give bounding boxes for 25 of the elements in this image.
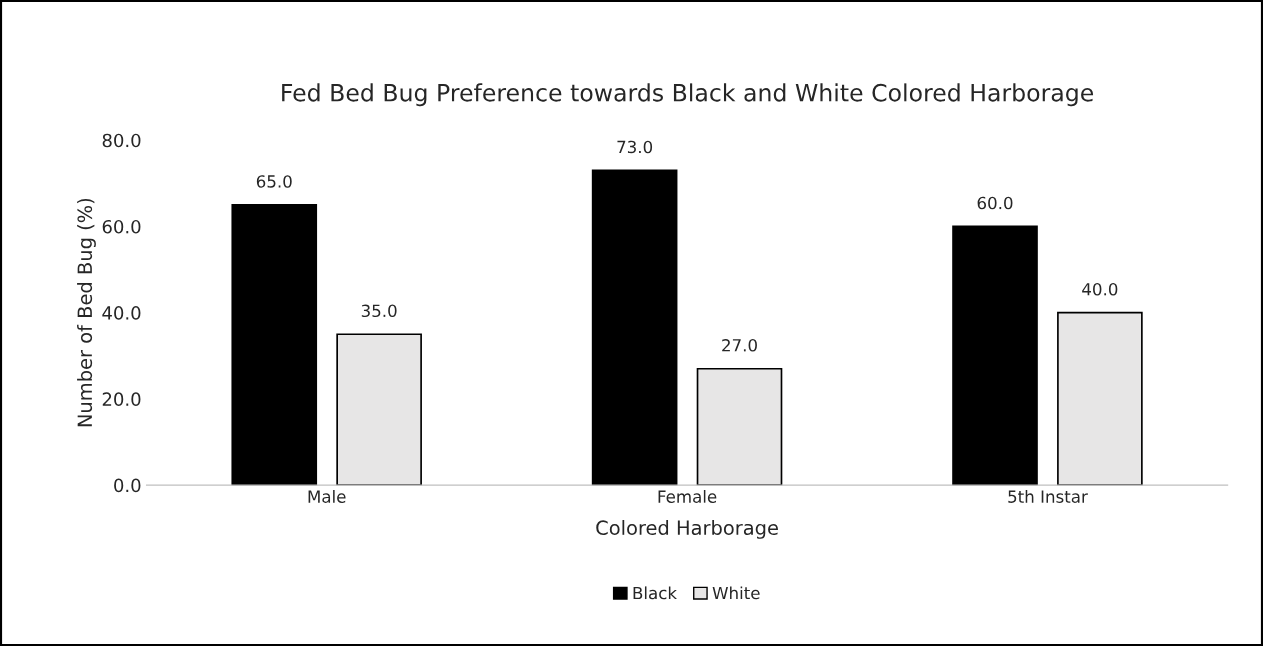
data-label: 73.0	[617, 140, 653, 154]
data-label: 60.0	[977, 196, 1013, 210]
data-label: 35.0	[361, 304, 397, 318]
data-label: 40.0	[1082, 282, 1118, 296]
y-tick-label: 60.0	[102, 219, 141, 234]
legend-label: Black	[633, 586, 678, 600]
x-tick-label: Male	[308, 490, 346, 503]
data-label: 65.0	[256, 175, 292, 188]
y-axis-title: Number of Bed Bug (%)	[77, 198, 96, 427]
bar	[952, 225, 1038, 486]
x-tick-label: 5th Instar	[1008, 490, 1088, 503]
y-tick-label: 40.0	[102, 306, 141, 320]
bar	[231, 204, 318, 486]
bar	[696, 367, 783, 486]
bar	[336, 333, 422, 486]
chart-title: Fed Bed Bug Preference towards Black and White Colored Harborage	[282, 83, 1094, 107]
bar	[591, 169, 678, 486]
y-tick-label: 0.0	[114, 478, 141, 493]
y-tick-label: 80.0	[102, 133, 141, 148]
y-tick-label: 20.0	[102, 392, 141, 407]
x-tick-label: Female	[658, 490, 717, 503]
x-axis-title: Colored Harborage	[596, 520, 778, 539]
data-label: 27.0	[722, 339, 757, 352]
legend-label: White	[712, 586, 760, 600]
bar	[1057, 311, 1143, 486]
